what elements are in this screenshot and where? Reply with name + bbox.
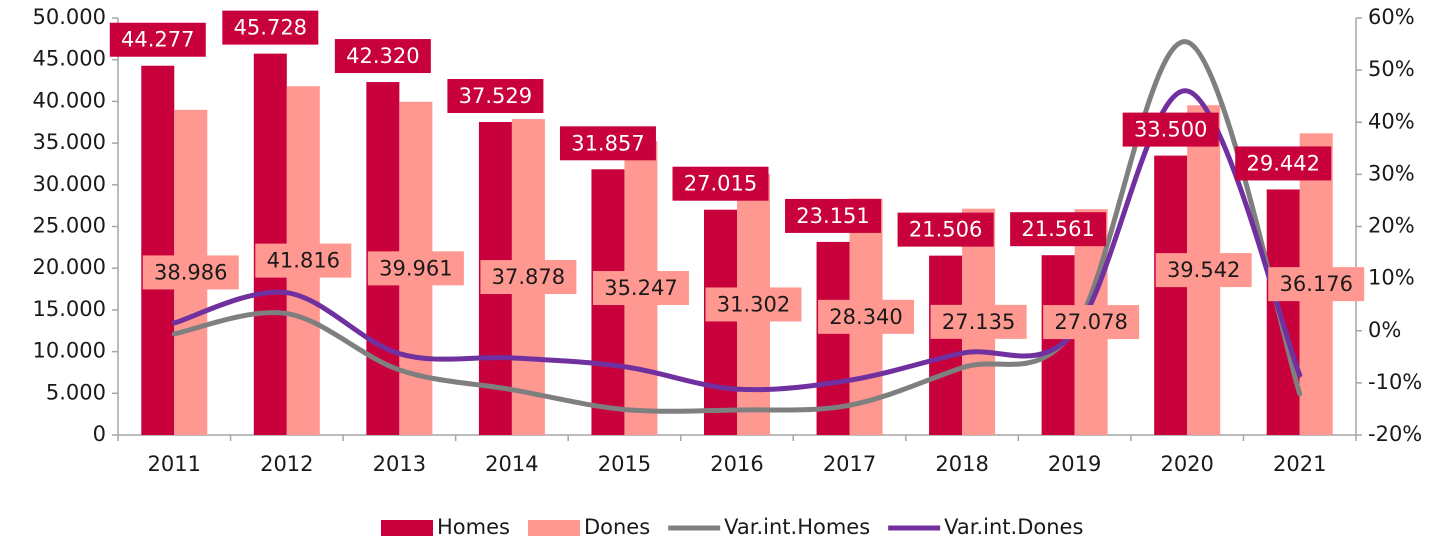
y-tick-label: 40.000 <box>33 88 106 112</box>
y-tick-label: 25.000 <box>33 214 106 238</box>
value-label: 41.816 <box>267 249 340 273</box>
y-tick-label: 15.000 <box>33 297 106 321</box>
value-label: 35.247 <box>604 276 677 300</box>
x-tick-label: 2015 <box>598 452 651 476</box>
y-tick-label: 50.000 <box>33 5 106 29</box>
value-label: 38.986 <box>154 260 227 284</box>
line <box>171 39 1303 414</box>
value-label: 21.506 <box>909 218 982 242</box>
value-label-box <box>1043 305 1140 340</box>
legend-label: Var.int.Homes <box>724 515 870 539</box>
value-label: 21.561 <box>1021 217 1094 241</box>
value-label: 44.277 <box>121 28 194 52</box>
y-tick-label: 35.000 <box>33 130 106 154</box>
x-tick-label: 2013 <box>373 452 426 476</box>
y2-tick-label: -10% <box>1368 370 1422 394</box>
value-label: 39.961 <box>379 256 452 280</box>
value-label-box <box>1122 112 1219 147</box>
y-tick-label: 20.000 <box>33 255 106 279</box>
y-tick-label: 5.000 <box>46 380 106 404</box>
value-label: 27.135 <box>942 310 1015 334</box>
y2-tick-label: 20% <box>1368 214 1415 238</box>
value-label-box <box>334 39 431 74</box>
value-label: 28.340 <box>829 305 902 329</box>
x-tick-label: 2016 <box>710 452 763 476</box>
legend-label: Homes <box>437 515 510 539</box>
value-label-box <box>705 287 802 322</box>
x-tick-label: 2017 <box>823 452 876 476</box>
y-tick-label: 0 <box>93 422 106 446</box>
x-tick-label: 2019 <box>1048 452 1101 476</box>
y2-tick-label: 30% <box>1368 161 1415 185</box>
value-label-box <box>142 255 239 290</box>
x-tick-label: 2014 <box>485 452 538 476</box>
bar <box>1266 189 1300 435</box>
x-tick-label: 2018 <box>935 452 988 476</box>
y2-tick-label: 0% <box>1368 318 1401 342</box>
y-tick-label: 30.000 <box>33 172 106 196</box>
value-label-box <box>818 299 915 334</box>
value-label: 31.302 <box>717 292 790 316</box>
value-label: 36.176 <box>1279 272 1352 296</box>
bar <box>141 65 175 435</box>
value-label-box <box>255 243 352 278</box>
value-label-box <box>109 22 206 57</box>
y2-tick-label: -20% <box>1368 422 1422 446</box>
bar <box>929 255 963 435</box>
x-tick-label: 2012 <box>260 452 313 476</box>
legend-label: Var.int.Dones <box>944 515 1083 539</box>
bar <box>704 209 737 435</box>
bar <box>1154 155 1188 436</box>
value-label-box <box>592 271 689 306</box>
legend-label: Dones <box>584 515 650 539</box>
value-label-box <box>222 10 319 45</box>
y2-tick-label: 40% <box>1368 109 1415 133</box>
value-label: 31.857 <box>571 131 644 155</box>
value-label: 37.878 <box>492 265 565 289</box>
y2-tick-label: 60% <box>1368 5 1415 29</box>
value-label-box <box>1155 253 1252 288</box>
value-label-box <box>367 251 464 286</box>
value-label: 45.728 <box>234 16 307 40</box>
bar <box>816 241 850 435</box>
value-label-box <box>447 79 544 114</box>
value-label: 27.078 <box>1054 310 1127 334</box>
value-label-box <box>1268 267 1365 302</box>
value-label: 23.151 <box>796 204 869 228</box>
value-label-box <box>785 198 882 233</box>
value-label-box <box>897 212 994 247</box>
value-label: 29.442 <box>1246 151 1319 175</box>
x-tick-label: 2021 <box>1273 452 1326 476</box>
value-label: 42.320 <box>346 44 419 68</box>
value-label: 37.529 <box>459 84 532 108</box>
y-tick-label: 10.000 <box>33 339 106 363</box>
value-label-box <box>672 166 769 201</box>
value-label-box <box>480 260 577 295</box>
x-tick-label: 2011 <box>148 452 201 476</box>
value-label: 27.015 <box>684 172 757 196</box>
value-label-box <box>559 126 656 161</box>
x-tick-label: 2020 <box>1160 452 1213 476</box>
line <box>171 88 1303 393</box>
legend-swatch <box>527 520 580 536</box>
value-label: 33.500 <box>1134 118 1207 142</box>
y2-tick-label: 50% <box>1368 57 1415 81</box>
legend-swatch <box>381 520 433 536</box>
y-tick-label: 45.000 <box>33 47 106 71</box>
y2-tick-label: 10% <box>1368 266 1415 290</box>
value-label-box <box>1235 146 1332 181</box>
value-label: 39.542 <box>1167 258 1240 282</box>
value-label-box <box>1010 212 1107 247</box>
value-label-box <box>930 304 1027 339</box>
